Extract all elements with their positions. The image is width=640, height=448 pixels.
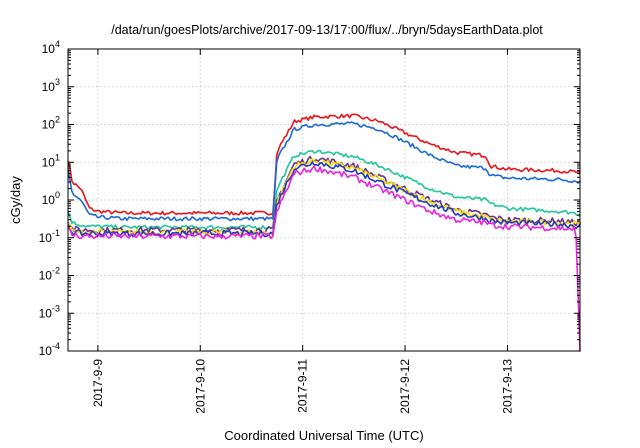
x-tick-label: 2017-9-9 (91, 359, 105, 407)
y-tick-labels: 10-4 10-3 10-2 10-1 100 101 102 103 104 (39, 39, 60, 358)
y-tick-label: 100 (42, 190, 60, 207)
series-line-7 (67, 165, 581, 352)
series-line-3 (67, 149, 581, 230)
axis-ticks (68, 48, 580, 352)
x-tick-label: 2017-9-13 (500, 359, 514, 414)
series-line-4 (67, 155, 581, 234)
x-tick-label: 2017-9-10 (193, 359, 207, 414)
y-tick-label: 102 (42, 115, 60, 132)
y-tick-label: 10-4 (39, 341, 60, 358)
y-tick-label: 10-1 (39, 228, 60, 245)
x-tick-label: 2017-9-12 (398, 359, 412, 414)
y-tick-label: 10-3 (39, 303, 60, 320)
x-tick-label: 2017-9-11 (296, 359, 310, 413)
grid (68, 49, 580, 351)
y-tick-label: 101 (42, 152, 60, 169)
x-tick-labels: 2017-9-9 2017-9-10 2017-9-11 2017-9-12 2017-… (91, 359, 515, 414)
x-axis-title: Coordinated Universal Time (UTC) (224, 428, 423, 443)
series-line-2 (67, 121, 581, 222)
series-line-1 (67, 113, 581, 216)
y-tick-label: 103 (42, 77, 60, 94)
y-tick-label: 104 (42, 39, 60, 56)
chart-title: /data/run/goesPlots/archive/2017-09-13/1… (111, 23, 543, 37)
series-group (67, 113, 581, 352)
y-tick-label: 10-2 (39, 266, 60, 283)
y-axis-title: cGy/day (8, 176, 23, 224)
series-line-6 (67, 161, 581, 238)
